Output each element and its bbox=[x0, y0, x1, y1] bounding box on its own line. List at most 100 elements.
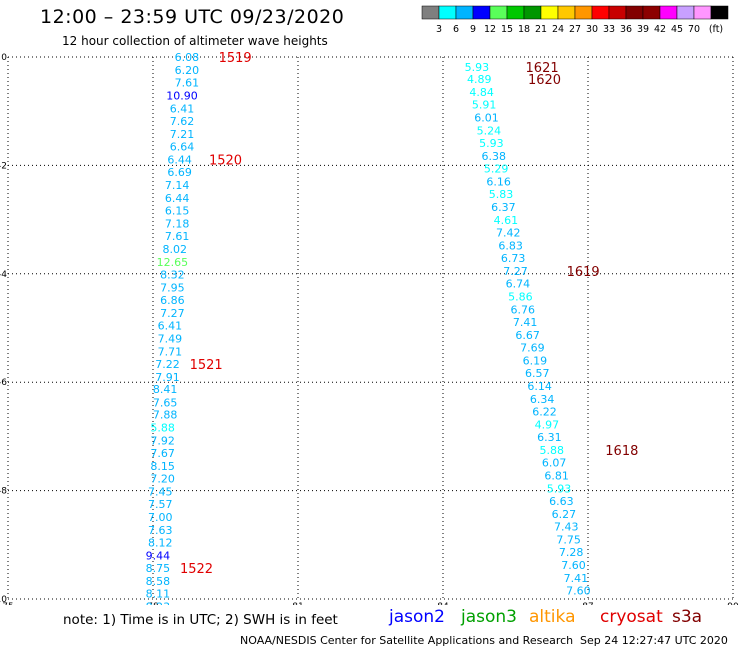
wave-height-value: 6.69 bbox=[167, 166, 192, 179]
wave-height-value: 6.27 bbox=[552, 508, 577, 521]
wave-height-value: 7.60 bbox=[566, 584, 591, 597]
wave-height-value: 7.41 bbox=[564, 572, 589, 585]
satellite-label-altika: altika bbox=[529, 607, 576, 627]
wave-height-value: 7.18 bbox=[165, 217, 190, 230]
wave-height-value: 7.45 bbox=[148, 486, 173, 499]
plot-area: 7578818487900-2-4-6-8-106.086.207.6110.9… bbox=[0, 51, 739, 605]
satellite-label-jason3: jason3 bbox=[461, 607, 517, 627]
scale-label: 30 bbox=[586, 24, 598, 35]
wave-height-value: 6.76 bbox=[511, 304, 536, 317]
scale-label: 45 bbox=[671, 24, 683, 35]
wave-height-value: 5.91 bbox=[472, 99, 497, 112]
satellite-label-s3a: s3a bbox=[672, 607, 703, 627]
wave-height-value: 5.88 bbox=[150, 422, 175, 435]
scale-label: 70 bbox=[688, 24, 700, 35]
scale-label: 9 bbox=[470, 24, 476, 35]
x-tick-label: 81 bbox=[292, 602, 303, 605]
scale-label: 3 bbox=[436, 24, 442, 35]
satellite-label-cryosat: cryosat bbox=[600, 607, 663, 627]
footnote: note: 1) Time is in UTC; 2) SWH is in fe… bbox=[63, 612, 338, 628]
pass-time-label: 1519 bbox=[219, 51, 252, 66]
wave-height-value: 6.63 bbox=[549, 495, 574, 508]
wave-height-value: 8.23 bbox=[146, 601, 171, 605]
wave-height-value: 6.64 bbox=[170, 140, 195, 153]
wave-height-value: 4.61 bbox=[494, 214, 519, 227]
scale-label: 42 bbox=[654, 24, 666, 35]
wave-height-value: 7.88 bbox=[153, 409, 178, 422]
wave-height-value: 6.07 bbox=[542, 456, 567, 469]
wave-height-value: 7.67 bbox=[150, 447, 175, 460]
wave-height-value: 6.01 bbox=[474, 112, 499, 125]
scale-label: 33 bbox=[603, 24, 615, 35]
wave-height-value: 6.83 bbox=[498, 240, 523, 253]
wave-height-value: 7.28 bbox=[559, 546, 584, 559]
scale-label: 12 bbox=[484, 24, 496, 35]
pass-time-label: 1520 bbox=[209, 153, 242, 168]
wave-height-value: 7.43 bbox=[554, 520, 579, 533]
wave-height-value: 5.93 bbox=[479, 137, 504, 150]
wave-height-value: 7.61 bbox=[165, 230, 190, 243]
pass-time-label: 1621 bbox=[526, 61, 559, 76]
wave-height-value: 12.65 bbox=[157, 256, 189, 269]
scale-label: 24 bbox=[552, 24, 564, 35]
y-tick-label: -6 bbox=[0, 378, 7, 388]
wave-height-value: 6.16 bbox=[486, 176, 511, 189]
scale-label: 27 bbox=[569, 24, 581, 35]
wave-height-value: 6.73 bbox=[501, 252, 526, 265]
wave-height-value: 7.21 bbox=[170, 128, 195, 141]
pass-time-label: 1522 bbox=[180, 562, 213, 577]
chart-title: 12:00 – 23:59 UTC 09/23/2020 bbox=[40, 6, 345, 28]
wave-height-value: 8.02 bbox=[163, 243, 188, 256]
credit-line: NOAA/NESDIS Center for Satellite Applica… bbox=[240, 634, 574, 647]
wave-height-value: 6.44 bbox=[167, 153, 192, 166]
pass-time-label: 1620 bbox=[528, 73, 561, 88]
wave-height-value: 8.75 bbox=[146, 562, 171, 575]
wave-height-value: 8.15 bbox=[150, 460, 175, 473]
wave-height-value: 7.20 bbox=[150, 473, 175, 486]
wave-height-value: 6.67 bbox=[515, 329, 540, 342]
wave-height-value: 8.41 bbox=[153, 383, 178, 396]
wave-height-value: 7.63 bbox=[148, 524, 173, 537]
wave-height-value: 5.24 bbox=[477, 125, 502, 138]
wave-height-value: 5.86 bbox=[508, 291, 533, 304]
wave-height-value: 7.61 bbox=[175, 76, 200, 89]
wave-height-value: 7.49 bbox=[158, 332, 183, 345]
wave-height-value: 8.12 bbox=[148, 537, 173, 550]
y-tick-label: -2 bbox=[0, 161, 7, 171]
wave-height-value: 8.11 bbox=[146, 588, 171, 601]
x-tick-label: 75 bbox=[2, 602, 13, 605]
wave-height-value: 4.84 bbox=[469, 86, 494, 99]
generation-timestamp: Sep 24 12:27:47 UTC 2020 bbox=[580, 634, 728, 647]
wave-height-value: 7.42 bbox=[496, 227, 521, 240]
wave-height-value: 8.32 bbox=[160, 268, 185, 281]
wave-height-value: 6.37 bbox=[491, 201, 516, 214]
wave-height-value: 7.14 bbox=[165, 179, 190, 192]
wave-height-value: 7.91 bbox=[155, 371, 180, 384]
scale-label: 39 bbox=[637, 24, 649, 35]
y-tick-label: -10 bbox=[0, 595, 7, 605]
wave-height-value: 6.20 bbox=[175, 64, 200, 77]
wave-height-value: 7.75 bbox=[556, 533, 581, 546]
wave-height-value: 6.22 bbox=[532, 405, 557, 418]
wave-height-value: 5.93 bbox=[547, 482, 572, 495]
wave-height-value: 6.81 bbox=[544, 469, 569, 482]
color-scale-legend: 3 6 9 12 15 18 21 24 27 30 33 36 39 42 45 70 (ft) bbox=[421, 5, 729, 35]
wave-height-value: 6.34 bbox=[530, 393, 555, 406]
wave-height-value: 7.65 bbox=[153, 396, 178, 409]
pass-time-label: 1521 bbox=[190, 358, 223, 373]
y-tick-label: -8 bbox=[0, 487, 7, 497]
pass-time-label: 1619 bbox=[567, 265, 600, 280]
wave-height-value: 7.62 bbox=[170, 115, 195, 128]
pass-time-label: 1618 bbox=[605, 444, 638, 459]
x-tick-label: 87 bbox=[582, 602, 593, 605]
wave-height-value: 7.95 bbox=[160, 281, 185, 294]
wave-height-value: 6.44 bbox=[165, 192, 190, 205]
scale-label: 6 bbox=[453, 24, 459, 35]
wave-height-value: 10.90 bbox=[166, 89, 198, 102]
scale-label: 36 bbox=[620, 24, 632, 35]
satellite-label-jason2: jason2 bbox=[389, 607, 445, 627]
wave-height-value: 7.27 bbox=[160, 307, 185, 320]
scale-unit: (ft) bbox=[709, 24, 723, 35]
wave-height-value: 6.57 bbox=[525, 367, 550, 380]
wave-height-value: 7.00 bbox=[148, 511, 173, 524]
